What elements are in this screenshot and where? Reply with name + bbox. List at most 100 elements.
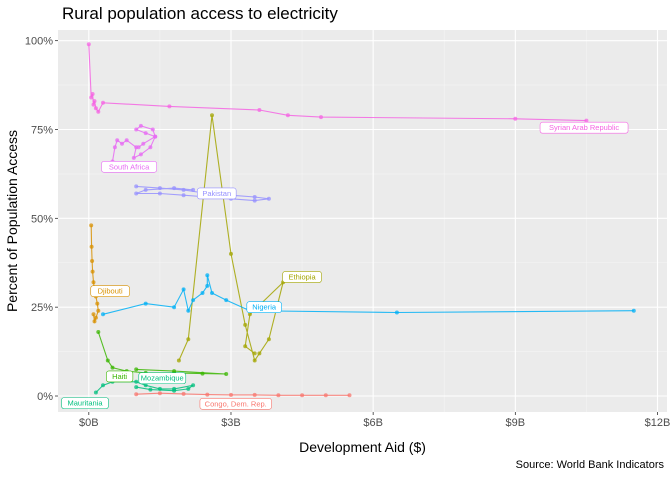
data-point <box>285 113 290 118</box>
data-point <box>513 116 518 121</box>
y-tick-label: 100% <box>25 36 53 48</box>
data-point <box>300 393 305 398</box>
series-label: Syrian Arab Republic <box>539 121 629 134</box>
data-point <box>150 127 155 132</box>
data-point <box>93 106 98 111</box>
data-point <box>96 330 101 334</box>
data-point <box>115 138 120 143</box>
series-label: Ethiopia <box>282 271 322 283</box>
data-point <box>266 337 271 342</box>
data-point <box>186 386 191 391</box>
data-point <box>157 191 162 196</box>
data-point <box>92 99 97 104</box>
data-point <box>157 391 162 396</box>
series-group <box>134 391 352 398</box>
chart-title: Rural population access to electricity <box>62 4 338 23</box>
data-point <box>143 187 148 192</box>
y-tick-label: 25% <box>31 302 53 314</box>
data-point <box>257 108 262 112</box>
data-point <box>134 184 139 189</box>
data-point <box>86 42 91 47</box>
data-point <box>96 308 101 313</box>
data-point <box>205 392 210 397</box>
data-point <box>205 273 210 278</box>
data-point <box>91 312 96 317</box>
data-point <box>347 393 352 398</box>
data-point <box>143 131 148 136</box>
series-label-box <box>539 121 629 134</box>
data-point <box>93 315 98 320</box>
data-point <box>153 134 158 139</box>
series-label: Mauritania <box>61 397 109 409</box>
data-point <box>252 195 257 199</box>
data-point <box>252 351 257 356</box>
data-point <box>124 138 129 143</box>
series-label-text: Pakistan <box>202 189 231 198</box>
series-label-box <box>106 370 134 383</box>
series-line <box>102 275 634 315</box>
series-line <box>136 392 350 396</box>
data-point <box>186 337 191 342</box>
data-point <box>120 141 124 146</box>
data-point <box>148 387 153 392</box>
data-point <box>143 383 148 388</box>
series-label-box <box>138 372 187 385</box>
data-point <box>247 312 252 317</box>
data-point <box>191 187 196 192</box>
series-label-box <box>101 161 157 173</box>
data-point <box>110 365 115 370</box>
series-group <box>110 123 158 164</box>
data-point <box>200 291 205 295</box>
data-point <box>181 391 186 396</box>
data-point <box>172 369 177 374</box>
series-label-box <box>199 398 272 410</box>
data-point <box>224 298 229 303</box>
data-point <box>157 386 162 391</box>
x-tick-label: $9B <box>506 417 526 429</box>
series-label-box <box>197 187 237 200</box>
data-point <box>90 269 95 274</box>
x-tick-label: $6B <box>363 417 383 429</box>
data-point <box>319 115 323 120</box>
data-point <box>252 392 257 397</box>
data-point <box>148 145 153 150</box>
series-label: Congo, Dem. Rep. <box>199 398 272 410</box>
data-point <box>252 198 257 203</box>
series-label-text: Djibouti <box>98 287 123 296</box>
series-label-text: Haiti <box>112 372 127 381</box>
data-point <box>181 193 186 198</box>
data-point <box>205 283 210 288</box>
data-point <box>90 259 95 263</box>
data-point <box>96 109 101 114</box>
data-point <box>172 305 177 310</box>
series-label-box <box>246 301 282 313</box>
data-point <box>141 141 146 146</box>
series-label-text: Nigeria <box>252 303 277 312</box>
data-point <box>176 358 181 363</box>
x-tick-label: $0B <box>79 417 99 429</box>
data-point <box>92 319 97 324</box>
data-point <box>134 367 139 372</box>
data-point <box>631 308 636 313</box>
chart-caption: Source: World Bank Indicators <box>515 459 664 471</box>
data-point <box>90 92 95 96</box>
series-label-text: Mauritania <box>67 399 103 408</box>
data-point <box>584 118 589 123</box>
data-point <box>134 127 139 132</box>
series-label: Nigeria <box>246 301 282 313</box>
data-point <box>134 191 139 196</box>
data-point <box>138 152 143 157</box>
series-label-box <box>90 285 130 297</box>
series-group <box>176 113 286 363</box>
y-tick-label: 75% <box>31 124 53 136</box>
series-label: South Africa <box>101 161 157 173</box>
series-label: Pakistan <box>197 187 237 200</box>
data-point <box>131 155 136 160</box>
series-label-text: Congo, Dem. Rep. <box>205 399 267 408</box>
series-label: Mozambique <box>138 372 187 385</box>
x-axis-title: Development Aid ($) <box>299 439 426 455</box>
data-point <box>134 392 139 397</box>
data-point <box>91 102 96 107</box>
data-point <box>172 388 177 393</box>
